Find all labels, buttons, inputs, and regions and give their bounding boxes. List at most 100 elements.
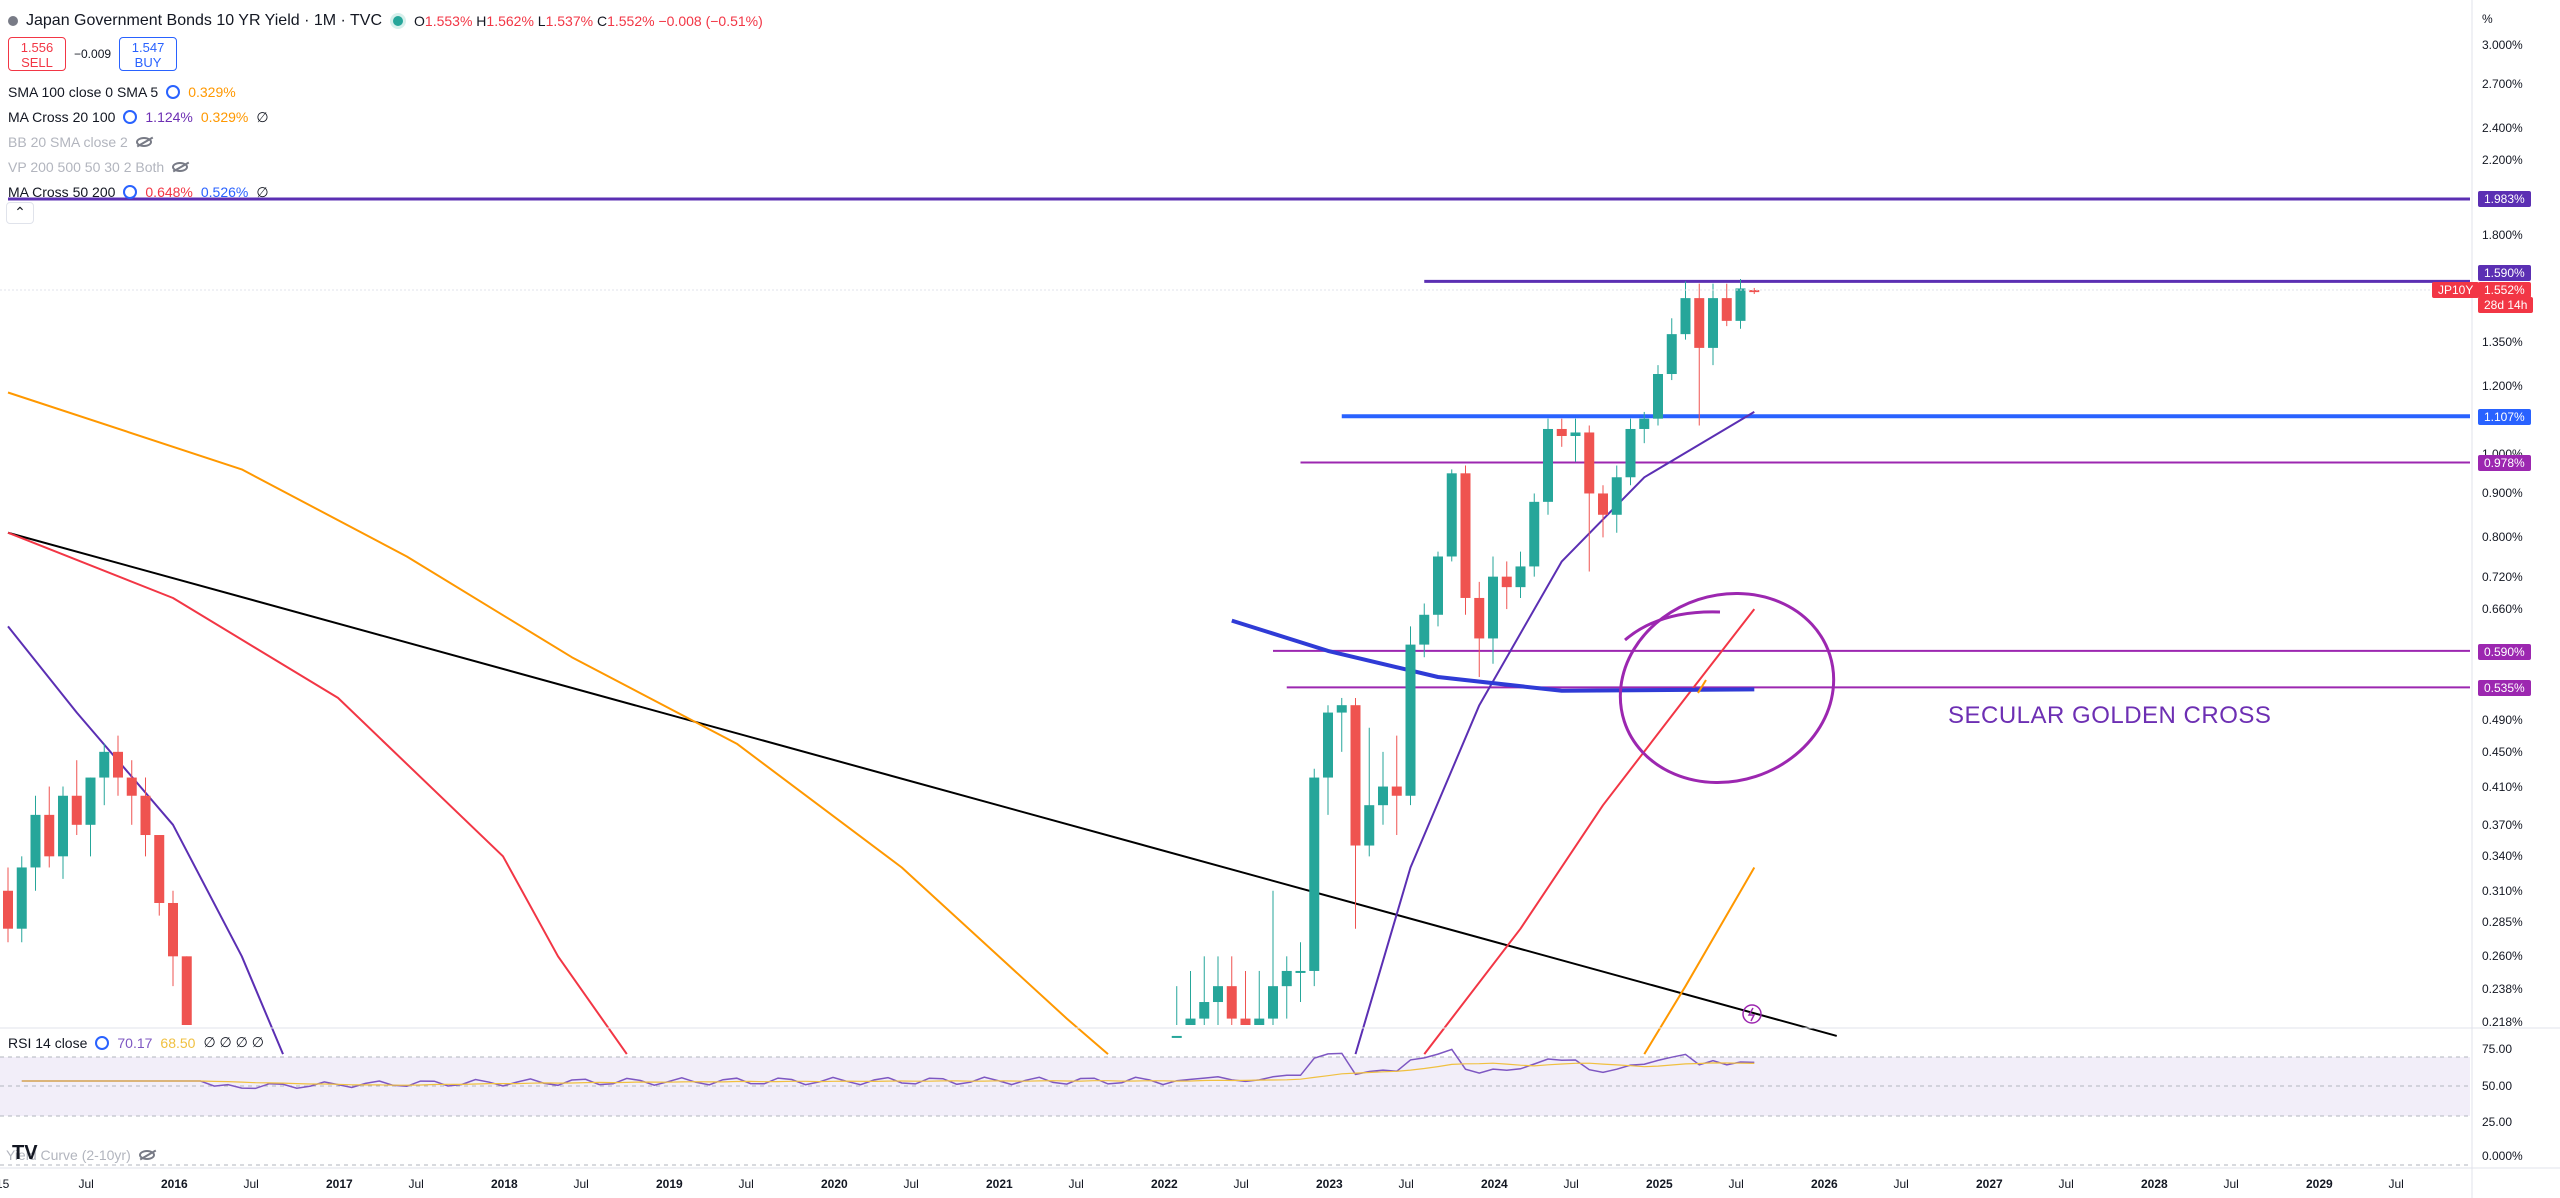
indicator-value: 0.526% <box>200 183 249 200</box>
candle-body <box>1336 705 1347 713</box>
candle-body <box>85 777 96 825</box>
candle-body <box>1391 786 1402 796</box>
hidden-eye-icon[interactable] <box>135 136 152 147</box>
candle[interactable] <box>1666 318 1677 381</box>
candle[interactable] <box>1254 970 1265 1025</box>
candle[interactable] <box>1391 735 1402 836</box>
indicator-settings-icon[interactable] <box>166 84 181 99</box>
candle-body <box>1226 986 1237 1019</box>
candle[interactable] <box>1460 465 1471 615</box>
candle[interactable] <box>44 786 55 868</box>
candle[interactable] <box>140 777 151 857</box>
candle[interactable] <box>1543 418 1553 515</box>
rsi-name[interactable]: RSI 14 close <box>8 1034 88 1051</box>
candle[interactable] <box>1378 751 1388 825</box>
buy-button[interactable]: 1.547 BUY <box>119 37 178 71</box>
candle[interactable] <box>1653 365 1663 426</box>
candle-body <box>1309 777 1320 971</box>
hidden-eye-icon[interactable] <box>138 1150 155 1160</box>
candle[interactable] <box>1446 469 1457 562</box>
candle[interactable] <box>1171 986 1182 1038</box>
moving-average-line <box>1354 411 1755 1055</box>
candle-body <box>1419 614 1430 645</box>
indicator-name[interactable]: BB 20 SMA close 2 <box>8 133 128 150</box>
candle-body <box>1625 428 1636 478</box>
indicator-settings-icon[interactable] <box>123 109 138 124</box>
candle[interactable] <box>1694 283 1705 426</box>
candle[interactable] <box>154 835 165 916</box>
candle[interactable] <box>1584 425 1595 572</box>
time-tick-label: Jul <box>1068 1177 1084 1191</box>
price-tick-label: 0.800% <box>2482 530 2523 545</box>
indicator-row[interactable]: VP 200 500 50 30 2 Both <box>8 154 763 179</box>
candle[interactable] <box>1680 281 1691 340</box>
candle[interactable] <box>1556 418 1567 447</box>
candle[interactable] <box>1721 283 1732 327</box>
candle[interactable] <box>1515 551 1526 598</box>
candle[interactable] <box>1474 581 1485 678</box>
candle[interactable] <box>1639 411 1650 444</box>
candle[interactable] <box>71 760 82 836</box>
candle[interactable] <box>1570 418 1581 462</box>
candle[interactable] <box>1199 956 1210 1025</box>
candle-body <box>1281 970 1292 987</box>
candle[interactable] <box>1226 956 1237 1025</box>
time-tick-label: 2023 <box>1316 1177 1343 1191</box>
candle[interactable] <box>126 760 137 825</box>
candle[interactable] <box>1268 890 1278 1025</box>
rsi-settings-icon[interactable] <box>95 1035 110 1050</box>
candle[interactable] <box>3 867 13 943</box>
candle[interactable] <box>1350 697 1361 929</box>
candle[interactable] <box>1749 287 1760 294</box>
candle[interactable] <box>113 735 123 796</box>
indicator-settings-icon[interactable] <box>123 184 138 199</box>
candle[interactable] <box>85 777 96 857</box>
time-tick-label: 2021 <box>986 1177 1013 1191</box>
symbol-title[interactable]: Japan Government Bonds 10 YR Yield · 1M … <box>26 11 383 29</box>
candle[interactable] <box>1213 956 1223 1025</box>
candle[interactable] <box>1501 561 1512 610</box>
candle[interactable] <box>1323 705 1333 815</box>
candle[interactable] <box>168 890 178 987</box>
indicator-name[interactable]: MA Cross 50 200 <box>8 183 116 200</box>
candle[interactable] <box>58 786 68 879</box>
yield-curve-name[interactable]: Yield Curve (2-10yr) <box>6 1147 131 1163</box>
sell-button[interactable]: 1.556 SELL <box>8 37 66 71</box>
indicator-row[interactable]: MA Cross 50 200 0.648% 0.526% ∅ <box>8 179 763 204</box>
candle[interactable] <box>1336 697 1347 752</box>
candle[interactable] <box>1281 956 1292 1019</box>
candle[interactable] <box>1708 283 1718 366</box>
candle[interactable] <box>1529 493 1540 577</box>
candle[interactable] <box>1433 551 1443 627</box>
candle[interactable] <box>181 956 192 1025</box>
candle[interactable] <box>1185 970 1196 1025</box>
candle-body <box>1639 418 1650 429</box>
candle[interactable] <box>30 795 41 891</box>
indicator-name[interactable]: VP 200 500 50 30 2 Both <box>8 158 165 175</box>
candle[interactable] <box>1625 418 1636 486</box>
candle[interactable] <box>1611 465 1622 533</box>
candle[interactable] <box>1405 626 1416 806</box>
candle[interactable] <box>1295 942 1306 1003</box>
hidden-eye-icon[interactable] <box>172 161 189 172</box>
candle-body <box>99 751 110 778</box>
candle[interactable] <box>1419 603 1430 658</box>
candle[interactable] <box>1309 768 1320 987</box>
indicator-name[interactable]: MA Cross 20 100 <box>8 108 116 125</box>
indicator-row[interactable]: MA Cross 20 100 1.124% 0.329% ∅ <box>8 104 763 129</box>
indicator-row[interactable]: BB 20 SMA close 2 <box>8 129 763 154</box>
candle[interactable] <box>1240 970 1251 1025</box>
candle[interactable] <box>1598 485 1608 538</box>
candle[interactable] <box>99 743 110 806</box>
indicator-row[interactable]: SMA 100 close 0 SMA 5 0.329% <box>8 79 763 104</box>
candle[interactable] <box>1364 727 1375 857</box>
candle[interactable] <box>1488 556 1498 664</box>
candle[interactable] <box>16 856 27 943</box>
buy-label: BUY <box>134 55 162 70</box>
collapse-legend-button[interactable]: ⌃ <box>6 202 34 224</box>
candle[interactable] <box>1735 278 1746 329</box>
indicator-name[interactable]: SMA 100 close 0 SMA 5 <box>8 83 159 100</box>
time-tick-label: Jul <box>2058 1177 2074 1191</box>
